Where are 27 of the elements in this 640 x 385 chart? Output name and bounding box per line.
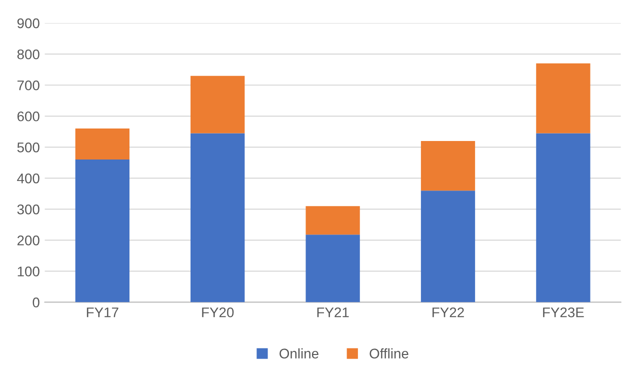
bar bbox=[536, 63, 590, 134]
bar bbox=[306, 234, 360, 302]
legend-label: Offline bbox=[370, 348, 408, 358]
y-tick-label: 900 bbox=[17, 18, 40, 28]
y-tick-label: 800 bbox=[17, 49, 40, 60]
bar bbox=[190, 133, 245, 302]
y-tick-label: 700 bbox=[17, 80, 40, 90]
y-tick-label: 0 bbox=[32, 298, 40, 308]
x-tick-label: FY21 bbox=[317, 307, 349, 318]
y-tick-label: 500 bbox=[17, 142, 40, 152]
bar bbox=[190, 76, 245, 134]
bar bbox=[420, 190, 476, 302]
bar bbox=[75, 128, 130, 160]
x-tick-label: FY22 bbox=[432, 307, 464, 318]
x-tick-label: FY20 bbox=[202, 307, 234, 318]
y-tick-label: 600 bbox=[17, 111, 40, 122]
legend-label: Online bbox=[280, 348, 318, 358]
bar bbox=[420, 140, 476, 191]
bar bbox=[536, 133, 590, 302]
y-tick-label: 100 bbox=[18, 266, 40, 276]
x-tick-label: FY23E bbox=[543, 307, 584, 318]
y-tick-label: 400 bbox=[17, 174, 40, 184]
x-tick-label: FY17 bbox=[86, 308, 118, 318]
y-tick-label: 300 bbox=[17, 204, 40, 214]
y-tick-label: 200 bbox=[17, 236, 40, 246]
bar bbox=[306, 206, 360, 235]
bar bbox=[75, 160, 130, 302]
